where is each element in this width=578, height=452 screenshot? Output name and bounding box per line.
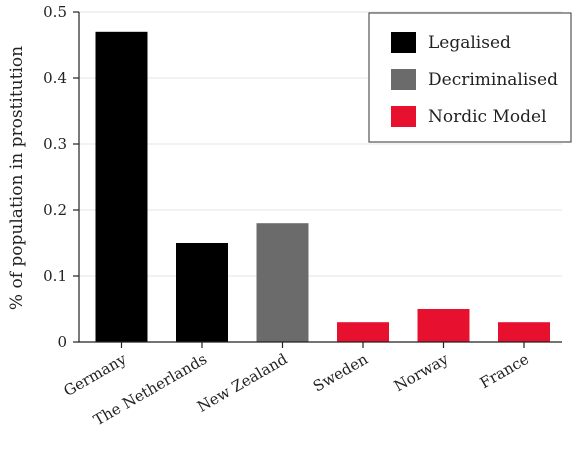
- y-ticks: 0 0.1 0.2 0.3 0.4 0.5: [43, 3, 79, 351]
- x-tick-label: Sweden: [310, 350, 371, 396]
- bars: [95, 31, 550, 343]
- y-tick-label: 0.3: [43, 135, 67, 153]
- bar: [337, 322, 389, 342]
- bar: [176, 243, 228, 342]
- bar: [417, 309, 470, 342]
- legend-swatch: [391, 106, 416, 127]
- y-tick-label: 0: [57, 333, 67, 351]
- x-tick-label: France: [477, 350, 532, 392]
- legend: Legalised Decriminalised Nordic Model: [368, 12, 572, 143]
- y-tick-label: 0.4: [43, 69, 67, 87]
- legend-swatch: [391, 69, 416, 90]
- x-tick-label: Germany: [60, 350, 129, 401]
- x-tick-label: Norway: [391, 350, 452, 396]
- y-tick-label: 0.5: [43, 3, 67, 21]
- x-tick-label: New Zealand: [194, 350, 291, 416]
- bar: [256, 223, 309, 342]
- legend-label: Decriminalised: [428, 70, 558, 90]
- legend-swatch: [391, 32, 416, 53]
- bar: [498, 322, 550, 342]
- y-tick-label: 0.1: [43, 267, 67, 285]
- legend-label: Nordic Model: [428, 107, 547, 127]
- y-tick-label: 0.2: [43, 201, 67, 219]
- legend-label: Legalised: [428, 33, 511, 53]
- y-axis-label: % of population in prostitution: [7, 46, 27, 310]
- bar: [95, 31, 148, 343]
